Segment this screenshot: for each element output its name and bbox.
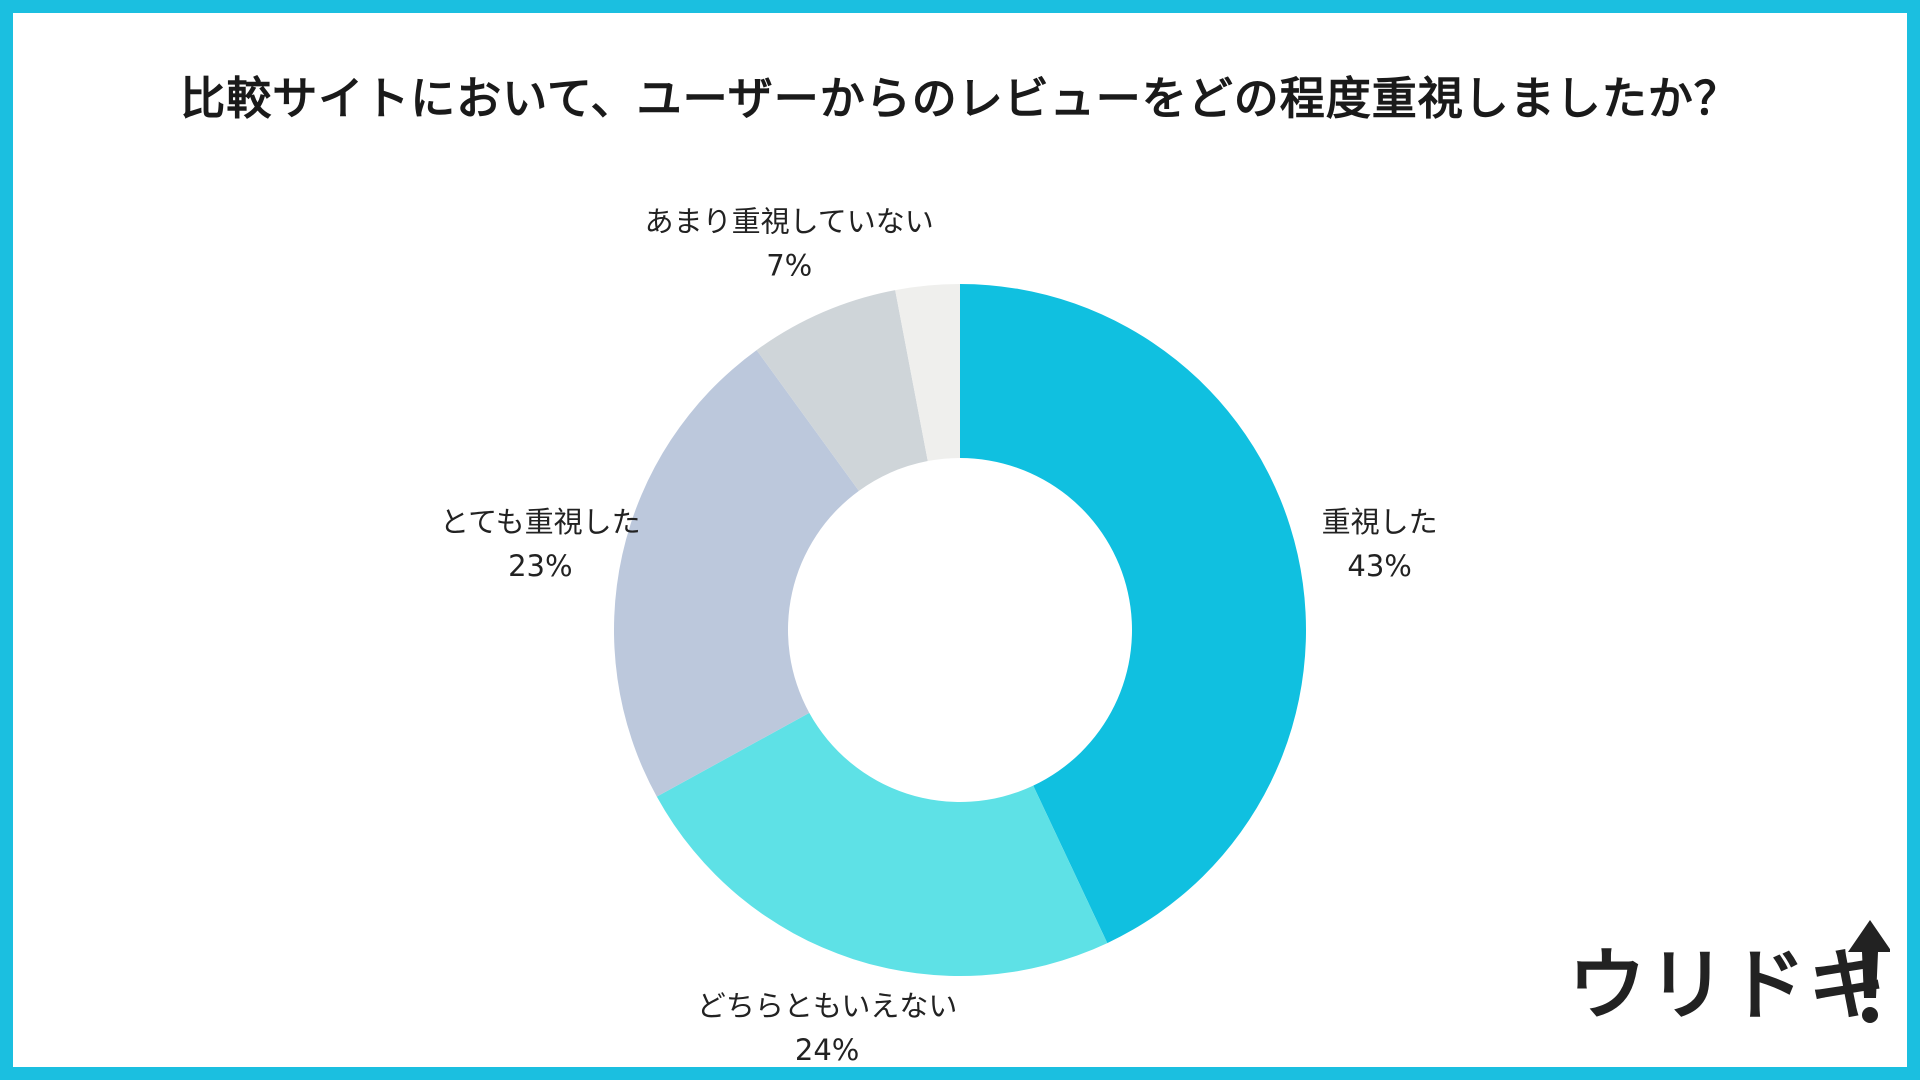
slice-label-0: 重視した <box>1322 505 1438 539</box>
donut-slice-0 <box>960 284 1306 944</box>
donut-slices <box>614 284 1306 977</box>
logo-arrow-icon <box>1848 920 1890 998</box>
donut-slice-2 <box>614 350 859 797</box>
donut-labels: 重視した 43% どちらともいえない 24% とても重視した 23% あまり重視していない 7… <box>440 204 1438 1067</box>
slice-value-label-2: 23% <box>508 549 572 583</box>
slice-label-3: あまり重視していない <box>645 204 934 238</box>
logo-dot-icon <box>1862 1007 1878 1023</box>
slice-value-label-0: 43% <box>1347 549 1411 583</box>
slice-label-2: とても重視した <box>440 505 641 539</box>
uridoki-logo: ウリドキ <box>1568 920 1890 1031</box>
donut-slice-1 <box>656 712 1108 977</box>
donut-slice-4 <box>895 284 960 462</box>
slice-label-1: どちらともいえない <box>697 989 957 1023</box>
donut-slice-3 <box>756 290 928 491</box>
slice-value-label-3: 7% <box>766 248 812 282</box>
chart-title: 比較サイトにおいて、ユーザーからのレビューをどの程度重視しましたか？ <box>180 72 1740 125</box>
logo-text: ウリドキ <box>1568 941 1888 1031</box>
slice-value-label-1: 24% <box>795 1033 859 1067</box>
